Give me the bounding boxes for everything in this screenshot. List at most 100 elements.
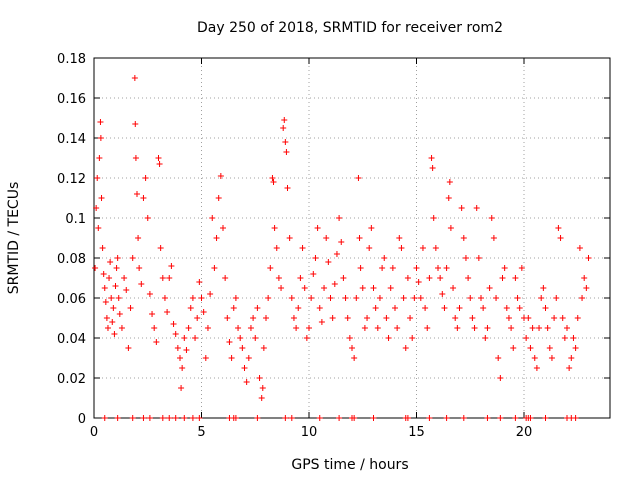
data-point xyxy=(187,305,194,311)
data-point xyxy=(402,345,409,351)
data-point xyxy=(215,195,222,201)
data-point xyxy=(376,295,383,301)
data-point xyxy=(211,265,218,271)
data-point xyxy=(338,239,345,245)
data-point xyxy=(254,415,261,421)
data-point xyxy=(168,263,175,269)
data-point xyxy=(426,415,433,421)
data-point xyxy=(435,265,441,271)
x-axis-label: GPS time / hours xyxy=(291,457,408,473)
data-point xyxy=(179,365,186,371)
data-point xyxy=(336,215,343,221)
data-point xyxy=(452,315,459,321)
data-point xyxy=(293,325,300,331)
data-point xyxy=(460,415,467,421)
data-point xyxy=(226,339,233,345)
data-point xyxy=(166,415,173,421)
data-point xyxy=(482,335,489,341)
data-point xyxy=(295,305,302,311)
data-point xyxy=(316,415,323,421)
data-point xyxy=(93,205,100,211)
data-point xyxy=(411,295,418,301)
data-point xyxy=(525,315,532,321)
data-point xyxy=(200,309,207,315)
x-tick-label: 10 xyxy=(301,425,318,440)
data-point xyxy=(220,225,226,231)
data-point xyxy=(129,255,136,261)
data-point xyxy=(321,285,328,291)
data-point xyxy=(361,325,368,331)
data-point xyxy=(366,245,373,251)
data-point xyxy=(164,309,171,315)
data-point xyxy=(101,415,108,421)
data-point xyxy=(283,149,290,155)
data-point xyxy=(114,415,121,421)
data-point xyxy=(275,275,282,281)
data-point xyxy=(259,385,266,391)
data-point xyxy=(467,295,474,301)
data-point xyxy=(490,235,497,241)
plot-frame xyxy=(93,57,611,419)
data-point xyxy=(407,315,414,321)
data-point xyxy=(523,335,530,341)
y-tick-label: 0.14 xyxy=(57,132,86,147)
data-point xyxy=(400,295,407,301)
data-point xyxy=(538,295,545,301)
data-point xyxy=(92,265,99,271)
data-point xyxy=(267,265,274,271)
data-point xyxy=(96,155,103,161)
data-point xyxy=(278,285,285,291)
data-point xyxy=(462,255,469,261)
data-point xyxy=(572,345,579,351)
data-point xyxy=(572,415,579,421)
data-point xyxy=(230,305,237,311)
data-point xyxy=(109,319,116,325)
data-point xyxy=(469,315,476,321)
data-point xyxy=(398,245,405,251)
data-point xyxy=(247,325,254,331)
data-point xyxy=(127,305,134,311)
data-point xyxy=(318,319,325,325)
data-point xyxy=(301,285,308,291)
data-point xyxy=(132,155,139,161)
data-point xyxy=(245,355,252,361)
data-point xyxy=(512,275,519,281)
data-point xyxy=(555,225,562,231)
data-point xyxy=(540,285,547,291)
data-point xyxy=(432,245,439,251)
data-point xyxy=(271,225,278,231)
data-point xyxy=(518,265,525,271)
data-point xyxy=(131,75,138,81)
data-point xyxy=(159,415,166,421)
data-point xyxy=(149,311,156,317)
data-point xyxy=(263,315,269,321)
data-point xyxy=(106,275,113,281)
data-point xyxy=(166,275,173,281)
data-point xyxy=(557,235,564,241)
data-point xyxy=(548,355,555,361)
y-tick-label: 0.04 xyxy=(57,332,86,347)
data-point xyxy=(269,175,276,181)
data-point xyxy=(503,305,510,311)
data-point xyxy=(583,285,590,291)
data-point xyxy=(370,285,377,291)
data-point xyxy=(174,345,181,351)
data-point xyxy=(581,275,588,281)
data-point xyxy=(351,355,358,361)
data-point xyxy=(146,415,153,421)
data-point xyxy=(576,245,583,251)
y-tick-label: 0.06 xyxy=(57,292,86,307)
data-point xyxy=(239,345,246,351)
data-point xyxy=(323,235,330,241)
data-point xyxy=(172,331,179,337)
data-point xyxy=(151,325,158,331)
data-point xyxy=(561,335,568,341)
data-point xyxy=(374,325,381,331)
data-point xyxy=(308,295,315,301)
data-point xyxy=(97,119,104,125)
data-point xyxy=(546,345,553,351)
y-tick-label: 0 xyxy=(78,412,86,427)
data-point xyxy=(181,415,188,421)
data-point xyxy=(136,265,143,271)
data-point xyxy=(579,295,586,301)
